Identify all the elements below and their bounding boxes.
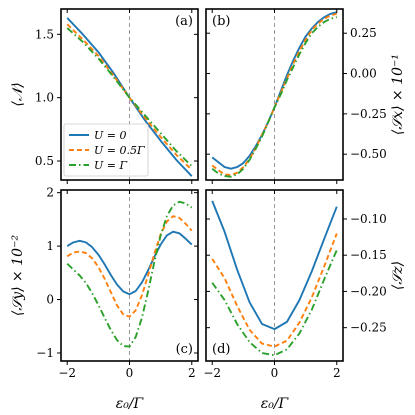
x-tick-label: −2 [203, 366, 221, 380]
series-group [66, 200, 193, 348]
x-axis-label: ε₀/Γ [261, 396, 290, 412]
legend: U = 0 U = 0.5Γ U = Γ [63, 123, 149, 177]
y-tick-label: 0 [46, 293, 54, 307]
panel-label: (a) [175, 14, 193, 29]
panel-b: −0.50 −0.25 0.00 0.25 ⟨𝒮x⟩ × 10⁻¹ (b) [205, 8, 406, 184]
series-line-3 [211, 16, 338, 178]
y-axis-label: ⟨𝒮y⟩ × 10⁻² [10, 235, 26, 317]
y-tick-label: 1.5 [35, 27, 54, 41]
legend-label: U = 0.5Γ [94, 144, 145, 157]
y-tick-label: −0.50 [350, 147, 387, 161]
y-tick-label: −0.25 [350, 321, 387, 335]
x-axis-label: ε₀/Γ [116, 396, 145, 412]
y-tick-label: 0.00 [350, 67, 377, 81]
y-tick-label: 1.0 [35, 91, 54, 105]
legend-box [63, 123, 149, 177]
panel-c: −1 0 1 2 −2 0 2 ε₀/Γ ⟨𝒮y⟩ × 10⁻² (c) [10, 186, 199, 412]
y-tick-label: 1 [46, 239, 54, 253]
y-tick-label: −0.25 [350, 107, 387, 121]
legend-label: U = 0 [94, 129, 126, 142]
x-tick-label: 0 [271, 366, 279, 380]
series-line-3 [66, 27, 193, 167]
series-line-2 [66, 215, 193, 318]
panel-d: −0.25 −0.20 −0.15 −0.10 −2 0 2 ε₀/Γ ⟨𝒮z⟩ (d) [203, 189, 406, 412]
x-tick-label: 0 [126, 366, 134, 380]
series-group [211, 200, 338, 357]
y-axis-label: ⟨𝒩⟩ [10, 82, 26, 106]
series-group [211, 11, 338, 178]
y-tick-label: 0.25 [350, 26, 377, 40]
panel-label: (c) [176, 342, 193, 357]
series-line-3 [211, 249, 338, 357]
y-tick-label: 0.5 [35, 154, 54, 168]
y-tick-label: −0.15 [350, 248, 387, 262]
x-tick-label: 2 [188, 366, 196, 380]
panel-label: (d) [212, 342, 230, 357]
legend-label: U = Γ [94, 159, 127, 172]
series-group [66, 17, 193, 177]
x-tick-label: −2 [58, 366, 76, 380]
series-line-1 [211, 200, 338, 331]
series-line-1 [66, 230, 193, 296]
y-tick-label: −0.20 [350, 284, 387, 298]
x-tick-label: 2 [333, 366, 341, 380]
series-line-2 [211, 233, 338, 348]
y-tick-label: −1 [36, 346, 54, 360]
panel-label: (b) [212, 14, 230, 29]
y-axis-label: ⟨𝒮x⟩ × 10⁻¹ [390, 54, 406, 135]
y-axis-label: ⟨𝒮z⟩ [390, 261, 406, 290]
panel-a: 0.5 1.0 1.5 ⟨𝒩⟩ (a) [10, 8, 199, 184]
series-line-3 [66, 200, 193, 348]
y-tick-label: −0.10 [350, 212, 387, 226]
y-tick-label: 2 [46, 186, 54, 200]
